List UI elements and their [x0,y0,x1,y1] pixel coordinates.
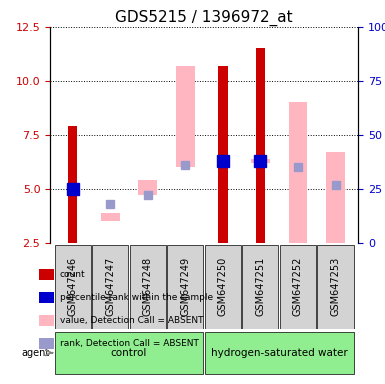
Bar [256,48,265,243]
Text: GSM647251: GSM647251 [255,257,265,316]
Text: GSM647246: GSM647246 [68,257,78,316]
FancyBboxPatch shape [130,245,166,329]
FancyBboxPatch shape [205,245,241,329]
FancyBboxPatch shape [167,245,203,329]
Bar [289,103,307,243]
Text: GSM647248: GSM647248 [143,257,153,316]
FancyBboxPatch shape [55,331,203,374]
FancyBboxPatch shape [55,245,90,329]
Bar [251,159,270,163]
Bar [176,66,195,167]
FancyBboxPatch shape [243,245,278,329]
Text: GSM647252: GSM647252 [293,257,303,316]
Text: value, Detection Call = ABSENT: value, Detection Call = ABSENT [60,316,203,325]
Text: GSM647249: GSM647249 [180,257,190,316]
Bar [218,66,228,243]
Text: control: control [111,348,147,358]
FancyBboxPatch shape [318,245,353,329]
Text: percentile rank within the sample: percentile rank within the sample [60,293,213,302]
FancyBboxPatch shape [92,245,128,329]
Text: hydrogen-saturated water: hydrogen-saturated water [211,348,348,358]
FancyBboxPatch shape [205,331,353,374]
Text: GSM647247: GSM647247 [105,257,115,316]
Text: GSM647250: GSM647250 [218,257,228,316]
Text: agent: agent [21,348,49,358]
Bar [138,180,157,195]
Title: GDS5215 / 1396972_at: GDS5215 / 1396972_at [115,9,293,25]
Text: rank, Detection Call = ABSENT: rank, Detection Call = ABSENT [60,339,199,348]
Bar [326,152,345,243]
Bar [101,213,119,221]
Text: count: count [60,270,85,279]
Bar [68,126,77,243]
Text: GSM647253: GSM647253 [330,257,340,316]
FancyBboxPatch shape [280,245,316,329]
